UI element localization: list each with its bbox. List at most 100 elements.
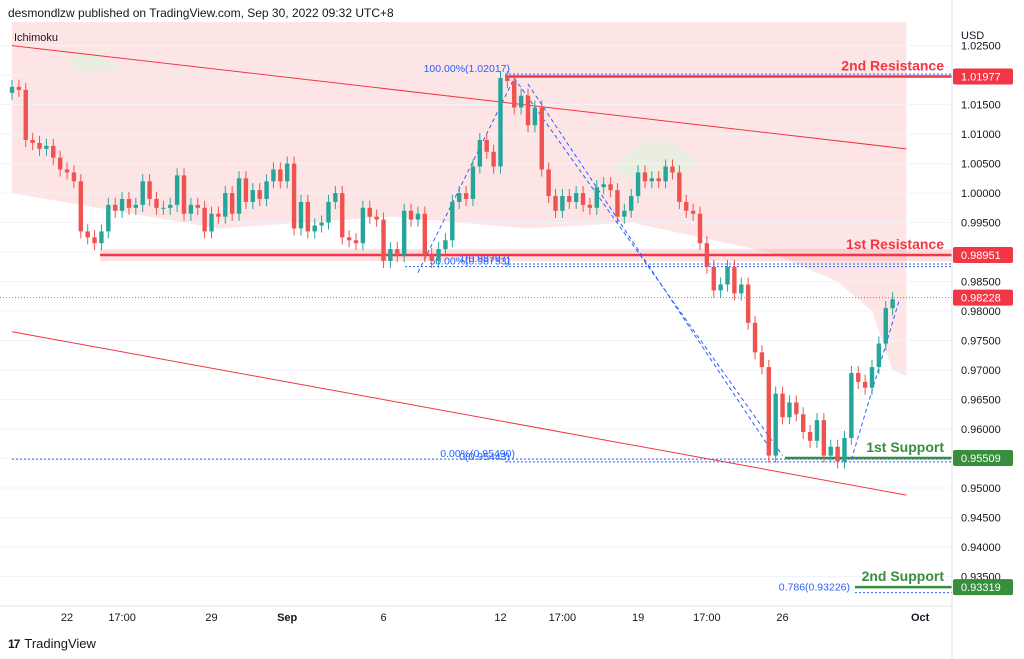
candle-body: [443, 240, 448, 250]
levels: 2nd Resistance 1st Resistance 1st Support 2…: [0, 57, 952, 589]
candle-body: [154, 198, 159, 208]
candle-body: [828, 446, 833, 456]
candle-body: [64, 169, 70, 173]
price-tick-label: 1.00500: [961, 159, 1001, 171]
level-label: 2nd Support: [862, 568, 945, 584]
level-label: 1st Support: [866, 439, 944, 455]
candle-body: [126, 198, 132, 208]
candle-body: [718, 284, 723, 291]
candle-body: [883, 308, 888, 344]
time-tick-label: Oct: [911, 612, 930, 624]
candle-body: [794, 402, 799, 415]
candle-body: [732, 266, 737, 294]
candle-body: [450, 201, 455, 241]
candle-body: [821, 420, 827, 456]
candle-body: [340, 193, 345, 238]
candle-body: [71, 172, 77, 182]
fib-level-label: 100.00%(1.02017): [424, 63, 510, 75]
fib-pattern-line: [527, 83, 770, 448]
candle-body: [697, 213, 703, 244]
indicator-label[interactable]: Ichimoku: [14, 32, 59, 44]
candle-body: [346, 237, 352, 241]
candle-body: [174, 175, 180, 205]
candle-body: [518, 95, 524, 108]
candles: [9, 70, 895, 469]
candle-body: [656, 178, 661, 182]
fib-level-label: 1(0.98797): [459, 253, 510, 265]
fib-level-label: 0(0.95443): [459, 451, 510, 463]
candle-body: [436, 249, 441, 261]
price-label-text: 1.01977: [961, 71, 1001, 83]
candle-body: [532, 107, 538, 126]
candle-body: [305, 201, 311, 232]
price-label-badge: [953, 449, 1013, 466]
candle-body: [773, 393, 778, 456]
candle-body: [326, 201, 331, 223]
fib-pattern-line: [513, 77, 783, 456]
candle-body: [374, 216, 379, 220]
price-tick-label: 0.96000: [961, 424, 1001, 436]
grid: [0, 45, 952, 578]
time-tick-label: 19: [632, 612, 644, 624]
fib-level-label: 0.786(0.93226): [779, 582, 850, 594]
price-tick-label: 0.99500: [961, 218, 1001, 230]
candle-body: [539, 107, 544, 170]
price-label-badge: [953, 579, 1013, 596]
price-tick-label: 0.98500: [961, 277, 1001, 289]
candle-body: [429, 255, 434, 261]
candle-body: [168, 204, 173, 208]
candle-body: [44, 145, 49, 149]
tradingview-brand[interactable]: 17 TradingView: [8, 636, 96, 651]
candle-body: [505, 78, 510, 81]
candle-body: [594, 187, 599, 208]
candle-body: [312, 225, 317, 232]
fib-level-label: 50.00%(0.98753): [429, 256, 510, 268]
candle-body: [278, 169, 283, 182]
candle-body: [862, 381, 868, 388]
level-label: 2nd Resistance: [841, 57, 944, 73]
candle-body: [422, 213, 427, 256]
candle-body: [195, 204, 200, 208]
candle-body: [725, 266, 730, 285]
candle-body: [92, 237, 97, 244]
candle-body: [415, 213, 421, 220]
candle-body: [601, 184, 606, 188]
time-axis: 22 17:00 29 Sep 6 12 17:00 19 17:00 26 Oct: [0, 605, 952, 624]
candle-body: [842, 437, 847, 462]
price-label-badge: [953, 289, 1013, 306]
candle-body: [801, 414, 806, 432]
candle-body: [408, 210, 414, 220]
candle-body: [367, 207, 372, 217]
candle-body: [629, 196, 634, 211]
candle-body: [856, 372, 861, 382]
candle-body: [51, 145, 56, 158]
candle-body: [525, 95, 531, 126]
candle-body: [381, 219, 386, 261]
candle-body: [787, 402, 792, 418]
candle-body: [161, 207, 166, 209]
candle-body: [333, 193, 338, 202]
price-label-text: 0.95509: [961, 453, 1001, 465]
candle-body: [353, 240, 359, 244]
candle-body: [119, 198, 125, 211]
candle-body: [567, 196, 572, 202]
price-label-text: 0.98951: [961, 250, 1001, 262]
price-label-text: 0.93319: [961, 582, 1001, 594]
fib-level-label: 0.00%(0.95490): [440, 448, 515, 460]
fib-pattern-line: [417, 77, 515, 273]
tradingview-logo-icon: 17: [8, 636, 20, 651]
candle-body: [690, 210, 696, 214]
candle-body: [133, 204, 139, 208]
candle-body: [85, 231, 90, 238]
candle-body: [615, 190, 620, 217]
candle-body: [573, 193, 579, 202]
brand-name: TradingView: [24, 636, 96, 651]
candle-body: [670, 166, 675, 173]
channel-upper-line: [11, 45, 907, 150]
candle-body: [491, 151, 496, 167]
price-tick-label: 1.02500: [961, 41, 1001, 53]
candle-body: [216, 213, 221, 217]
candle-body: [622, 210, 627, 217]
